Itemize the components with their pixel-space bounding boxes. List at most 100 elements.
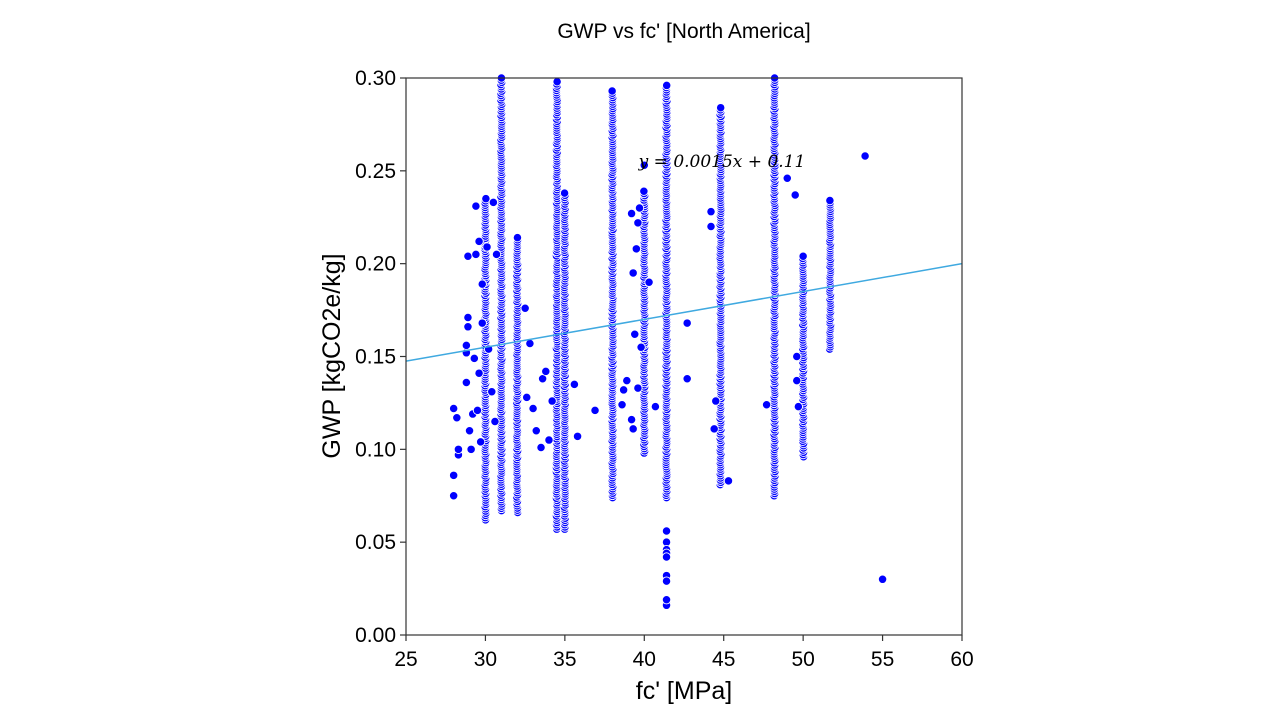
data-point — [633, 218, 643, 228]
data-point — [463, 322, 473, 332]
x-axis-label: fc' [MPa] — [636, 677, 732, 705]
data-point — [464, 426, 475, 436]
data-point — [682, 374, 692, 384]
data-point — [528, 403, 538, 414]
data-point — [607, 86, 617, 96]
data-point — [477, 318, 487, 328]
data-point — [461, 377, 472, 388]
data-point — [449, 470, 459, 480]
data-point — [466, 444, 476, 454]
data-point — [793, 401, 804, 412]
data-point — [520, 303, 530, 313]
data-point — [628, 424, 638, 434]
data-point — [477, 279, 487, 289]
data-point — [544, 435, 554, 445]
data-point — [488, 197, 499, 208]
y-tick-label: 0.05 — [355, 531, 396, 554]
x-tick-label: 35 — [553, 648, 576, 671]
data-point — [512, 233, 523, 243]
data-point — [474, 236, 484, 247]
data-point — [790, 190, 800, 200]
data-point — [531, 426, 541, 436]
x-tick-label: 50 — [791, 648, 814, 671]
data-point — [622, 375, 632, 386]
data-point — [706, 207, 716, 217]
data-point — [618, 385, 629, 395]
data-point — [661, 526, 672, 536]
data-point — [711, 396, 721, 406]
data-point — [825, 195, 835, 206]
data-point — [487, 387, 497, 397]
data-point — [617, 400, 627, 410]
data-point — [559, 188, 570, 198]
regression-annotation: y = 0.0015x + 0.11 — [638, 152, 806, 172]
data-point — [860, 151, 870, 161]
y-axis-label: GWP [kgCO2e/kg] — [318, 253, 346, 458]
data-point — [628, 268, 638, 278]
data-point — [661, 595, 672, 605]
data-point — [463, 251, 473, 261]
data-point — [461, 340, 472, 351]
data-point — [490, 416, 500, 427]
x-tick-label: 60 — [950, 648, 973, 671]
data-point — [634, 203, 645, 213]
data-point — [449, 491, 459, 501]
data-point — [453, 444, 464, 454]
y-axis-ticks: 0.00 0.05 0.10 0.15 0.20 0.25 0.30 — [355, 67, 406, 647]
y-tick-label: 0.20 — [355, 253, 396, 276]
data-point — [636, 342, 646, 352]
data-point — [662, 80, 672, 91]
data-point — [547, 396, 557, 406]
data-point — [452, 413, 462, 423]
data-point — [522, 392, 532, 402]
data-point — [491, 249, 502, 260]
data-point — [463, 312, 473, 323]
data-point — [626, 414, 637, 425]
data-point — [472, 405, 483, 415]
data-point — [476, 437, 486, 447]
data-point — [716, 103, 726, 113]
data-point — [792, 351, 802, 362]
x-tick-label: 40 — [633, 648, 656, 671]
data-point — [650, 401, 661, 412]
data-point — [709, 424, 719, 434]
data-point — [631, 244, 641, 254]
x-axis-ticks: 25 30 35 40 45 50 55 60 — [394, 635, 974, 671]
data-point — [661, 552, 672, 562]
data-point — [541, 366, 551, 377]
x-tick-label: 30 — [474, 648, 497, 671]
data-point — [471, 201, 481, 211]
x-tick-label: 25 — [394, 648, 417, 671]
data-point — [792, 375, 802, 386]
x-tick-label: 55 — [871, 648, 894, 671]
data-point — [474, 368, 484, 378]
data-point — [661, 576, 672, 586]
y-tick-label: 0.10 — [355, 438, 396, 461]
y-tick-label: 0.00 — [355, 624, 396, 647]
chart-title: GWP vs fc' [North America] — [557, 20, 810, 43]
data-point — [590, 405, 600, 415]
data-point — [469, 353, 479, 364]
data-point — [471, 249, 481, 260]
trendline-layer — [405, 262, 963, 362]
data-point — [723, 476, 734, 486]
x-tick-label: 45 — [712, 648, 735, 671]
data-point — [633, 383, 643, 393]
data-point — [682, 318, 692, 328]
data-point — [630, 329, 640, 339]
data-point — [877, 574, 888, 584]
y-tick-label: 0.30 — [355, 67, 396, 90]
data-point — [626, 208, 637, 219]
data-point — [569, 379, 580, 389]
data-point — [782, 173, 792, 183]
data-point — [706, 221, 716, 232]
y-tick-label: 0.25 — [355, 160, 396, 183]
data-point — [639, 186, 649, 196]
data-point — [449, 403, 459, 414]
data-point — [572, 431, 583, 441]
data-point — [482, 242, 492, 252]
regression-line — [405, 262, 963, 362]
data-point — [798, 251, 808, 261]
data-point — [639, 160, 649, 170]
